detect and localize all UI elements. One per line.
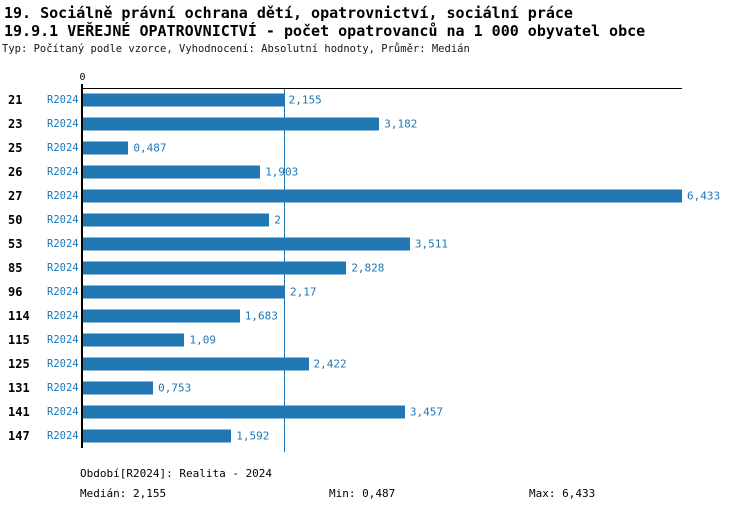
row-category-label: 125 (8, 357, 30, 371)
row-series-label: R2024 (47, 166, 79, 178)
row-category-label: 50 (8, 213, 23, 227)
bar-value-label: 2,422 (313, 357, 347, 371)
row-category-label: 26 (8, 165, 23, 179)
period-label: Období[R2024]: Realita - 2024 (80, 467, 273, 480)
row-series-label: R2024 (47, 190, 79, 202)
row-category-label: 25 (8, 141, 23, 155)
bar (83, 213, 270, 227)
bar (83, 165, 261, 179)
row-category-label: 96 (8, 285, 23, 299)
bar (83, 429, 232, 443)
chart-row: 27 R2024 6,433 (0, 184, 750, 208)
bar-value-label: 2,155 (288, 93, 322, 107)
row-series-label: R2024 (47, 358, 79, 370)
row-series-label: R2024 (47, 262, 79, 274)
chart-row: 23 R2024 3,182 (0, 112, 750, 136)
chart-row: 115 R2024 1,09 (0, 328, 750, 352)
bar (83, 189, 682, 203)
row-category-label: 53 (8, 237, 23, 251)
chart-row: 114 R2024 1,683 (0, 304, 750, 328)
bar (83, 381, 154, 395)
max-stat-label: Max: 6,433 (529, 487, 596, 500)
row-series-label: R2024 (47, 142, 79, 154)
bar-value-label: 2,828 (351, 261, 385, 275)
bar-value-label: 1,903 (265, 165, 299, 179)
row-category-label: 114 (8, 309, 30, 323)
row-series-label: R2024 (47, 430, 79, 442)
x-axis-line (81, 88, 682, 89)
row-series-label: R2024 (47, 118, 79, 130)
bar (83, 285, 286, 299)
row-series-label: R2024 (47, 286, 79, 298)
chart-row: 141 R2024 3,457 (0, 400, 750, 424)
bar-value-label: 0,753 (158, 381, 192, 395)
chart-rows: 21 R2024 2,155 23 R2024 3,182 25 R2024 0,487 26 R2… (0, 88, 750, 448)
row-series-label: R2024 (47, 94, 79, 106)
bar (83, 237, 410, 251)
bar (83, 93, 284, 107)
chart-row: 53 R2024 3,511 (0, 232, 750, 256)
chart-row: 131 R2024 0,753 (0, 376, 750, 400)
row-category-label: 23 (8, 117, 23, 131)
row-category-label: 141 (8, 405, 30, 419)
row-category-label: 115 (8, 333, 30, 347)
bar-value-label: 3,457 (409, 405, 444, 419)
row-category-label: 21 (8, 93, 23, 107)
bar-value-label: 0,487 (133, 141, 167, 155)
row-category-label: 27 (8, 189, 23, 203)
chart-row: 96 R2024 2,17 (0, 280, 750, 304)
bar-value-label: 2,17 (290, 285, 317, 299)
bar-value-label: 3,511 (414, 237, 449, 251)
chart-row: 147 R2024 1,592 (0, 424, 750, 448)
row-series-label: R2024 (47, 238, 79, 250)
chart-row: 85 R2024 2,828 (0, 256, 750, 280)
row-series-label: R2024 (47, 310, 79, 322)
bar-value-label: 1,592 (236, 429, 270, 443)
chart-row: 21 R2024 2,155 (0, 88, 750, 112)
row-category-label: 147 (8, 429, 30, 443)
bar (83, 309, 240, 323)
chart-row: 25 R2024 0,487 (0, 136, 750, 160)
row-category-label: 85 (8, 261, 23, 275)
chart-subtitle: Typ: Počítaný podle vzorce, Vyhodnocení:… (2, 43, 470, 55)
bar-value-label: 3,182 (384, 117, 418, 131)
y-axis-line (81, 84, 83, 448)
bar (83, 117, 380, 131)
chart-title-line1: 19. Sociálně právní ochrana dětí, opatro… (4, 4, 573, 22)
x-axis-zero-tick-label: 0 (79, 72, 86, 83)
chart-row: 50 R2024 2 (0, 208, 750, 232)
row-series-label: R2024 (47, 214, 79, 226)
min-stat-label: Min: 0,487 (329, 487, 396, 500)
row-series-label: R2024 (47, 406, 79, 418)
bar-value-label: 6,433 (687, 189, 721, 203)
bar (83, 333, 185, 347)
chart-row: 26 R2024 1,903 (0, 160, 750, 184)
bar-value-label: 1,09 (189, 333, 216, 347)
bar (83, 405, 405, 419)
median-stat-label: Medián: 2,155 (80, 487, 167, 500)
row-series-label: R2024 (47, 382, 79, 394)
row-series-label: R2024 (47, 334, 79, 346)
chart-row: 125 R2024 2,422 (0, 352, 750, 376)
bar (83, 261, 347, 275)
chart-title-line2: 19.9.1 VEŘEJNÉ OPATROVNICTVÍ - počet opa… (4, 22, 646, 40)
bar (83, 357, 309, 371)
bar-value-label: 1,683 (244, 309, 278, 323)
bar-value-label: 2 (274, 213, 281, 227)
bar (83, 141, 129, 155)
row-category-label: 131 (8, 381, 30, 395)
